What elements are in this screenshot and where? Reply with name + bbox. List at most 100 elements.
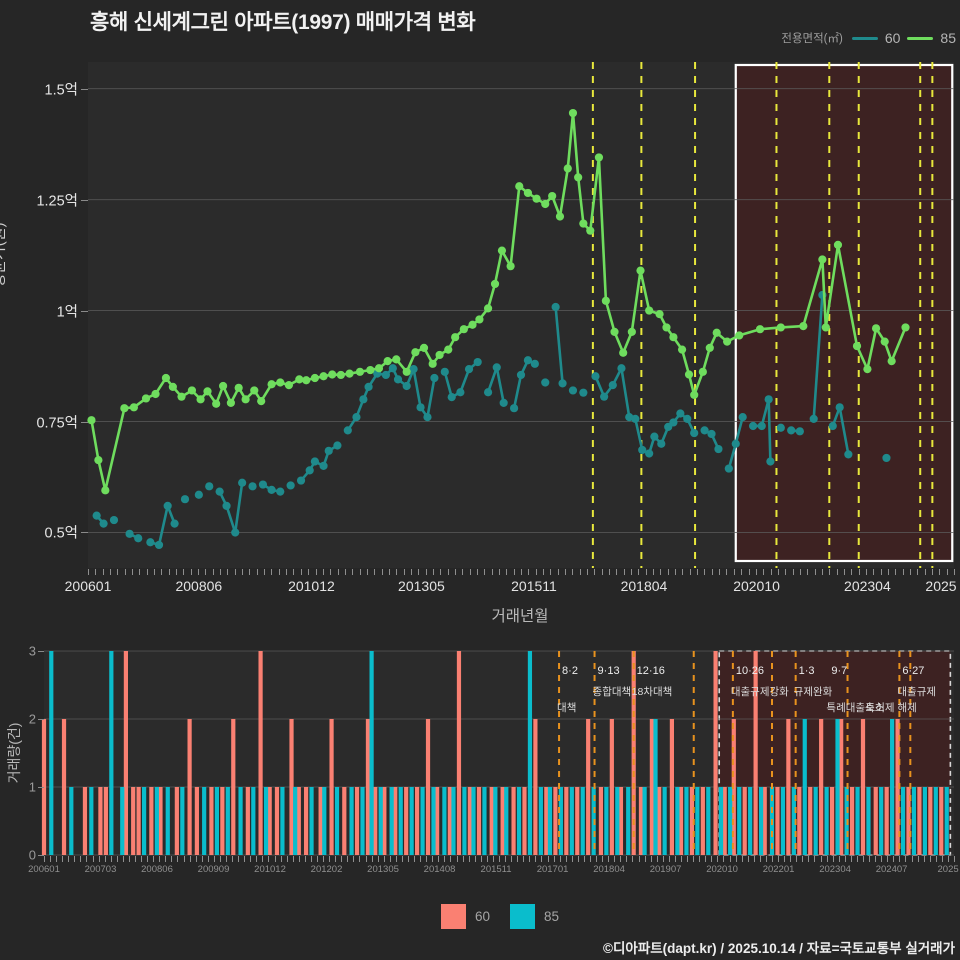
data-point-85 [887, 357, 896, 366]
bar-60 [657, 787, 662, 855]
data-point-85 [690, 390, 699, 399]
main-x-tick: 201804 [620, 578, 668, 594]
bar-85 [251, 787, 256, 855]
data-point-60 [296, 476, 306, 485]
data-point-85 [276, 378, 285, 387]
bar-85 [580, 787, 585, 855]
bar-60 [435, 787, 440, 855]
bar-legend-label-60: 60 [475, 909, 491, 924]
main-x-tick: 201511 [511, 578, 557, 594]
data-point-60 [430, 373, 439, 383]
data-point-85 [723, 337, 732, 346]
bar-85 [813, 787, 818, 855]
data-point-85 [506, 262, 515, 271]
bar-legend-swatch-85 [510, 904, 536, 929]
data-point-85 [451, 333, 460, 342]
bar-60 [209, 787, 214, 855]
bar-x-tick: 202010 [706, 864, 738, 875]
bar-85 [791, 787, 796, 855]
data-point-60 [248, 482, 257, 491]
data-point-85 [196, 395, 205, 404]
data-point-60 [787, 426, 796, 435]
bar-60 [342, 787, 347, 855]
bar-60 [467, 787, 472, 855]
bar-x-tick: 202407 [875, 864, 908, 875]
bar-60 [678, 787, 684, 855]
data-point-60 [456, 388, 465, 397]
data-point-85 [735, 331, 744, 340]
bar-60 [231, 719, 236, 855]
bar-legend-item-85[interactable]: 85 [510, 904, 559, 929]
data-point-60 [738, 412, 747, 422]
bar-y-tick-mark [38, 651, 44, 652]
data-point-60 [364, 382, 373, 392]
data-point-60 [276, 487, 285, 496]
bar-60 [928, 787, 933, 855]
data-point-60 [509, 404, 519, 413]
bar-legend-item-60[interactable]: 60 [441, 904, 490, 929]
legend-label-85[interactable]: 85 [940, 30, 956, 46]
data-point-85 [677, 345, 687, 354]
bar-60 [808, 787, 813, 855]
data-point-60 [676, 409, 685, 418]
data-point-60 [305, 466, 314, 475]
data-point-85 [645, 306, 654, 315]
bar-85 [69, 787, 74, 855]
data-point-85 [151, 389, 160, 399]
data-point-85 [619, 348, 628, 357]
data-point-60 [238, 478, 247, 487]
data-point-85 [541, 199, 550, 209]
bar-60 [149, 787, 154, 855]
main-x-tick: 200601 [64, 578, 112, 594]
data-point-85 [627, 327, 636, 336]
data-point-60 [343, 426, 352, 435]
bar-x-tick: 200703 [84, 864, 117, 875]
data-point-85 [490, 279, 500, 289]
data-point-85 [319, 372, 328, 381]
bar-85 [280, 787, 285, 855]
data-point-60 [440, 367, 449, 376]
bar-60 [296, 787, 301, 855]
bar-85 [748, 787, 753, 855]
bar-x-tick: 200909 [197, 864, 230, 875]
data-point-60 [844, 450, 853, 459]
bar-x-tick: 201202 [310, 864, 343, 875]
bar-chart-legend: 60 85 [441, 904, 571, 929]
bar-85 [389, 787, 394, 855]
main-y-tick-mark [81, 88, 88, 90]
legend-label-60[interactable]: 60 [884, 30, 901, 46]
bar-85 [180, 787, 185, 855]
data-point-60 [828, 421, 837, 431]
bar-85 [944, 787, 949, 855]
data-point-85 [636, 266, 645, 275]
bar-y-tick-mark [38, 787, 44, 788]
data-point-85 [250, 386, 259, 395]
bar-85 [824, 787, 829, 855]
data-point-85 [402, 367, 411, 376]
data-point-60 [473, 357, 482, 367]
data-point-85 [497, 246, 507, 255]
bar-60 [82, 787, 88, 855]
data-point-60 [551, 302, 560, 312]
bar-60 [194, 787, 199, 855]
bar-60 [131, 787, 136, 855]
data-point-85 [374, 364, 384, 373]
bar-85 [334, 787, 340, 855]
data-point-60 [319, 461, 328, 471]
data-point-85 [444, 345, 453, 354]
bar-60 [917, 787, 922, 855]
bar-60 [365, 719, 371, 855]
bar-legend-swatch-60 [441, 904, 466, 929]
data-point-85 [586, 226, 595, 235]
bar-60 [511, 787, 516, 855]
data-point-85 [799, 321, 808, 331]
bar-85 [451, 787, 456, 855]
main-y-tick: 1.25억 [36, 193, 78, 210]
bar-y-tick: 2 [28, 711, 36, 727]
data-point-85 [871, 324, 881, 333]
bar-60 [158, 787, 163, 855]
data-point-85 [755, 325, 765, 334]
data-point-60 [690, 428, 699, 438]
bar-85 [409, 787, 414, 855]
data-point-85 [705, 343, 714, 352]
